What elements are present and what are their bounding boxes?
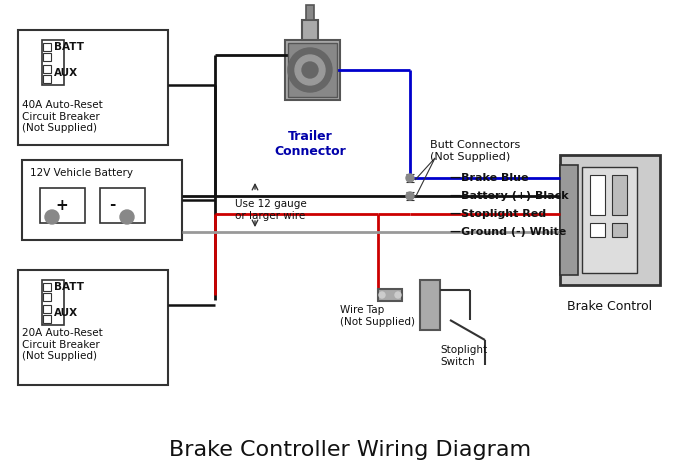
Circle shape xyxy=(120,210,134,224)
Bar xyxy=(590,175,605,215)
Circle shape xyxy=(302,62,318,78)
Bar xyxy=(302,20,318,40)
Text: AUX: AUX xyxy=(54,68,78,78)
Bar xyxy=(43,65,51,73)
Bar xyxy=(40,188,85,223)
Text: Stoplight
Switch: Stoplight Switch xyxy=(440,345,487,366)
Bar xyxy=(590,223,605,237)
Text: -: - xyxy=(108,197,116,212)
Bar xyxy=(43,283,51,291)
Text: BATT: BATT xyxy=(54,42,84,52)
Circle shape xyxy=(295,55,325,85)
Text: Use 12 gauge
or larger wire: Use 12 gauge or larger wire xyxy=(235,199,307,221)
Bar xyxy=(42,280,64,325)
Text: Brake Control: Brake Control xyxy=(568,300,652,313)
Bar xyxy=(560,165,578,275)
Text: 40A Auto-Reset
Circuit Breaker
(Not Supplied): 40A Auto-Reset Circuit Breaker (Not Supp… xyxy=(22,100,103,133)
Text: 20A Auto-Reset
Circuit Breaker
(Not Supplied): 20A Auto-Reset Circuit Breaker (Not Supp… xyxy=(22,328,103,361)
Text: —Stoplight Red: —Stoplight Red xyxy=(450,209,546,219)
Text: Trailer
Connector: Trailer Connector xyxy=(274,130,346,158)
Bar xyxy=(420,280,440,330)
Bar xyxy=(42,40,64,85)
Bar xyxy=(612,175,627,215)
Bar xyxy=(285,40,340,100)
Text: Brake Controller Wiring Diagram: Brake Controller Wiring Diagram xyxy=(169,440,531,460)
Text: —Brake Blue: —Brake Blue xyxy=(450,173,528,183)
Bar xyxy=(43,53,51,61)
Bar xyxy=(18,30,168,145)
Bar xyxy=(100,188,145,223)
Bar xyxy=(43,305,51,313)
Bar xyxy=(378,289,402,301)
Text: —Battery (+) Black: —Battery (+) Black xyxy=(450,191,568,201)
Text: —Ground (-) White: —Ground (-) White xyxy=(450,227,566,237)
Circle shape xyxy=(395,292,401,298)
Bar xyxy=(560,155,660,285)
Bar xyxy=(22,160,182,240)
Bar xyxy=(43,315,51,323)
Circle shape xyxy=(406,192,414,200)
Text: AUX: AUX xyxy=(54,308,78,318)
Bar xyxy=(43,75,51,83)
Text: 12V Vehicle Battery: 12V Vehicle Battery xyxy=(30,168,133,178)
Text: +: + xyxy=(55,197,69,212)
Text: Butt Connectors
(Not Supplied): Butt Connectors (Not Supplied) xyxy=(430,140,520,162)
Text: Wire Tap
(Not Supplied): Wire Tap (Not Supplied) xyxy=(340,305,415,326)
Circle shape xyxy=(406,174,414,182)
Text: BATT: BATT xyxy=(54,282,84,292)
Bar xyxy=(18,270,168,385)
Bar xyxy=(612,223,627,237)
Circle shape xyxy=(288,48,332,92)
Bar xyxy=(43,43,51,51)
Circle shape xyxy=(45,210,59,224)
Bar xyxy=(306,5,314,20)
Circle shape xyxy=(379,292,385,298)
Bar xyxy=(288,43,337,97)
Bar xyxy=(43,293,51,301)
Bar xyxy=(582,167,637,273)
